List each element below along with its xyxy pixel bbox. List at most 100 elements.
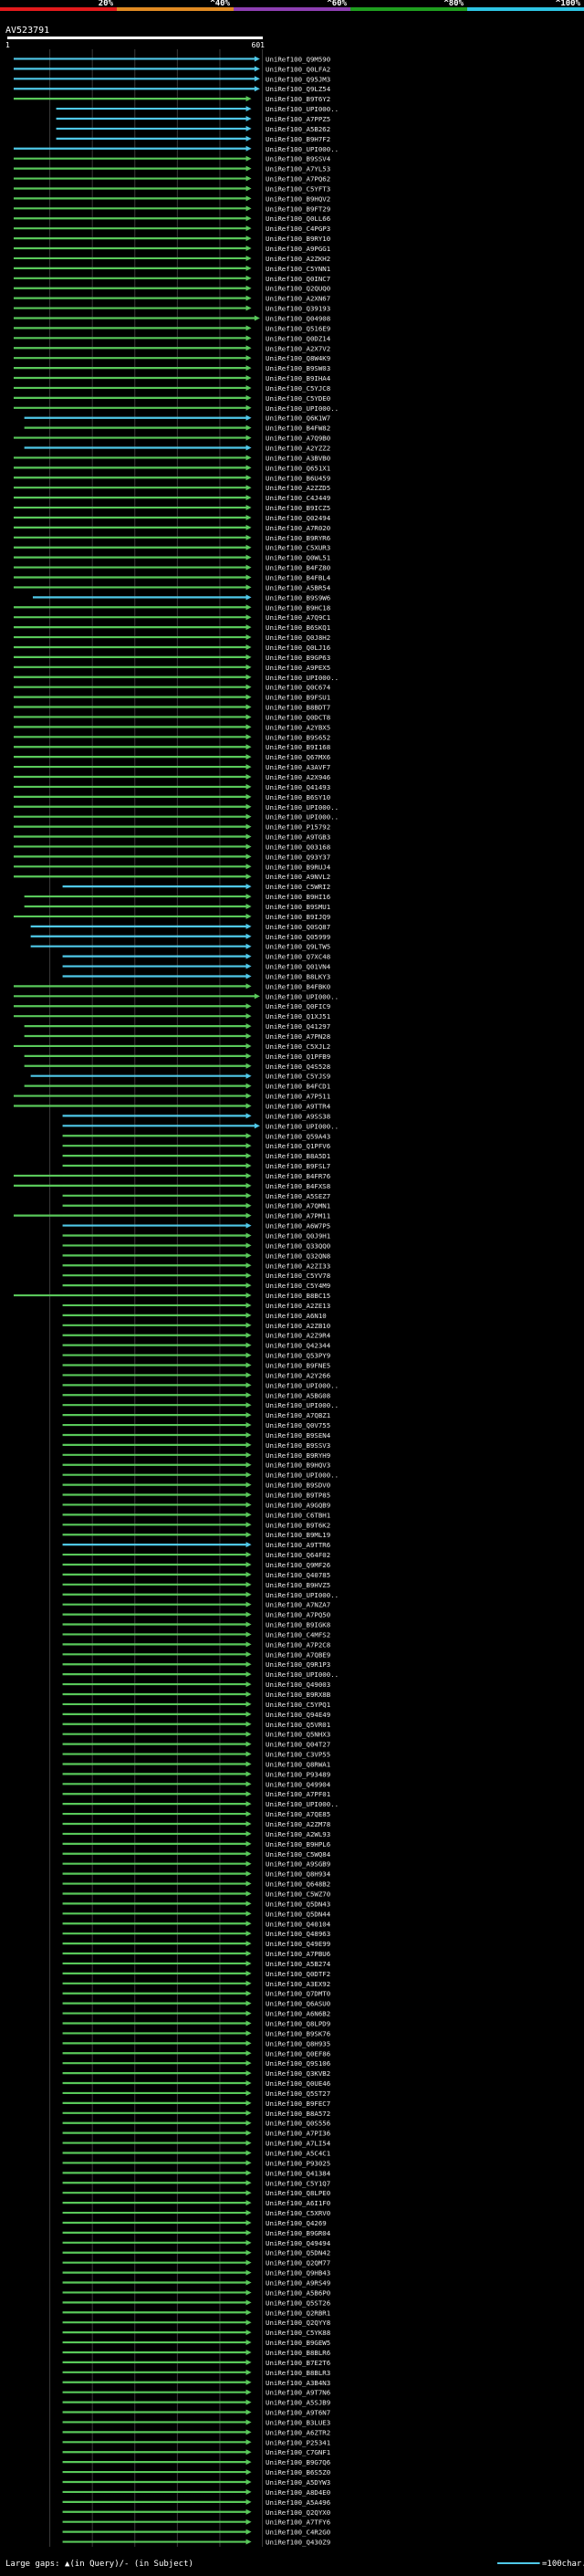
hit-label[interactable]: UniRef100_Q4S528	[266, 1063, 330, 1071]
hit-label[interactable]: UniRef100_A7PBU6	[266, 1950, 330, 1958]
hit-label[interactable]: UniRef100_Q0LFA2	[266, 65, 330, 73]
hit-label[interactable]: UniRef100_B9SMU1	[266, 903, 330, 911]
hit-label[interactable]: UniRef100_B9IGK8	[266, 1621, 330, 1629]
hit-label[interactable]: UniRef100_Q40785	[266, 1571, 330, 1579]
hit-label[interactable]: UniRef100_C5YNN1	[266, 265, 330, 273]
hit-label[interactable]: UniRef100_Q95JM3	[266, 75, 330, 83]
hit-label[interactable]: UniRef100_B9GR04	[266, 2229, 331, 2237]
hit-label[interactable]: UniRef100_UPI000..	[266, 1591, 339, 1599]
hit-label[interactable]: UniRef100_C6TBH1	[266, 1511, 330, 1519]
hit-label[interactable]: UniRef100_B9HQV3	[266, 1461, 330, 1470]
hit-label[interactable]: UniRef100_A6W7P5	[266, 1222, 330, 1230]
hit-label[interactable]: UniRef100_A5BG08	[266, 1391, 330, 1399]
hit-label[interactable]: UniRef100_Q8RWA1	[266, 1760, 330, 1768]
hit-label[interactable]: UniRef100_A3BVB0	[266, 454, 330, 462]
hit-label[interactable]: UniRef100_Q49003	[266, 1681, 330, 1689]
hit-label[interactable]: UniRef100_A2ZM78	[266, 1820, 330, 1828]
hit-label[interactable]: UniRef100_A5B274	[266, 1960, 331, 1968]
hit-label[interactable]: UniRef100_B9SDV0	[266, 1482, 330, 1490]
hit-label[interactable]: UniRef100_A2WL93	[266, 1830, 330, 1838]
hit-label[interactable]: UniRef100_Q0J8H2	[266, 634, 330, 642]
hit-label[interactable]: UniRef100_Q651X1	[266, 464, 330, 472]
hit-label[interactable]: UniRef100_B4FCD1	[266, 1083, 330, 1091]
hit-label[interactable]: UniRef100_Q8LPE0	[266, 2189, 330, 2197]
hit-label[interactable]: UniRef100_A3B4N3	[266, 2379, 330, 2387]
hit-label[interactable]: UniRef100_A7Q9B0	[266, 435, 330, 443]
hit-label[interactable]: UniRef100_A2Y266	[266, 1371, 330, 1379]
hit-label[interactable]: UniRef100_A8D4E0	[266, 2488, 330, 2497]
hit-label[interactable]: UniRef100_Q0SQ87	[266, 923, 330, 931]
hit-label[interactable]: UniRef100_UPI000..	[266, 1381, 339, 1389]
hit-label[interactable]: UniRef100_A9T6N7	[266, 2409, 330, 2417]
hit-label[interactable]: UniRef100_A2YZZ2	[266, 444, 330, 452]
hit-label[interactable]: UniRef100_Q05999	[266, 933, 330, 941]
hit-label[interactable]: UniRef100_UPI000..	[266, 105, 339, 113]
hit-label[interactable]: UniRef100_A2YBX5	[266, 723, 330, 731]
hit-label[interactable]: UniRef100_B9SW03	[266, 364, 330, 372]
hit-label[interactable]: UniRef100_UPI000..	[266, 1670, 339, 1679]
hit-label[interactable]: UniRef100_A9T7N6	[266, 2389, 330, 2397]
hit-label[interactable]: UniRef100_B7E2T6	[266, 2359, 330, 2367]
hit-label[interactable]: UniRef100_Q5NHX3	[266, 1731, 330, 1739]
hit-label[interactable]: UniRef100_Q9HB43	[266, 2269, 330, 2278]
hit-label[interactable]: UniRef100_Q430Z9	[266, 2539, 330, 2547]
hit-label[interactable]: UniRef100_UPI000..	[266, 992, 339, 1000]
hit-label[interactable]: UniRef100_B9RY10	[266, 235, 330, 243]
hit-label[interactable]: UniRef100_B9ML19	[266, 1531, 330, 1539]
hit-label[interactable]: UniRef100_C5YJC8	[266, 384, 330, 393]
hit-label[interactable]: UniRef100_Q04908	[266, 314, 330, 322]
hit-label[interactable]: UniRef100_A2ZB10	[266, 1322, 330, 1330]
hit-label[interactable]: UniRef100_A6I1F0	[266, 2199, 330, 2207]
hit-label[interactable]: UniRef100_Q9R1P3	[266, 1660, 330, 1669]
hit-label[interactable]: UniRef100_B9H7F2	[266, 135, 330, 143]
hit-label[interactable]: UniRef100_A2ZE13	[266, 1302, 330, 1310]
hit-label[interactable]: UniRef100_B9RYH9	[266, 1451, 330, 1460]
hit-label[interactable]: UniRef100_A9GQB9	[266, 1501, 330, 1509]
hit-label[interactable]: UniRef100_Q7XC48	[266, 953, 330, 961]
hit-label[interactable]: UniRef100_Q0LL66	[266, 215, 330, 223]
hit-label[interactable]: UniRef100_Q0DTF2	[266, 1970, 330, 1978]
hit-label[interactable]: UniRef100_A9SS38	[266, 1112, 330, 1120]
hit-label[interactable]: UniRef100_Q53PY9	[266, 1352, 330, 1360]
hit-label[interactable]: UniRef100_B9ICZ5	[266, 504, 330, 512]
hit-label[interactable]: UniRef100_UPI000..	[266, 404, 339, 413]
hit-label[interactable]: UniRef100_C5YPQ1	[266, 1701, 330, 1709]
hit-label[interactable]: UniRef100_B9FSL7	[266, 1162, 330, 1170]
hit-label[interactable]: UniRef100_B9FT29	[266, 204, 330, 213]
hit-label[interactable]: UniRef100_A5A496	[266, 2498, 330, 2507]
hit-label[interactable]: UniRef100_B9HI16	[266, 893, 330, 901]
hit-label[interactable]: UniRef100_Q8LPD9	[266, 2019, 330, 2027]
hit-label[interactable]: UniRef100_Q93Y37	[266, 853, 330, 861]
hit-label[interactable]: UniRef100_C4MFS2	[266, 1630, 330, 1639]
hit-label[interactable]: UniRef100_A2ZZD5	[266, 484, 330, 492]
hit-label[interactable]: UniRef100_UPI000..	[266, 813, 339, 822]
hit-label[interactable]: UniRef100_UPI000..	[266, 1122, 339, 1130]
hit-label[interactable]: UniRef100_C5WZ70	[266, 1890, 330, 1898]
hit-label[interactable]: UniRef100_B9FSU1	[266, 694, 330, 702]
hit-label[interactable]: UniRef100_Q0J9H1	[266, 1231, 330, 1240]
hit-label[interactable]: UniRef100_A5BR54	[266, 583, 331, 592]
hit-label[interactable]: UniRef100_B9HVZ5	[266, 1581, 330, 1589]
hit-label[interactable]: UniRef100_B8BLR6	[266, 2349, 330, 2357]
hit-label[interactable]: UniRef100_Q516E9	[266, 324, 330, 332]
hit-label[interactable]: UniRef100_Q2RBR1	[266, 2309, 330, 2317]
hit-label[interactable]: UniRef100_Q2QYX0	[266, 2508, 330, 2517]
hit-label[interactable]: UniRef100_B6S5Z0	[266, 2468, 330, 2477]
hit-label[interactable]: UniRef100_Q2QYY8	[266, 2319, 330, 2327]
hit-label[interactable]: UniRef100_C4R2G0	[266, 2529, 330, 2537]
hit-label[interactable]: UniRef100_A7PI36	[266, 2130, 330, 2138]
hit-label[interactable]: UniRef100_Q8W4K9	[266, 354, 330, 362]
hit-label[interactable]: UniRef100_Q0INC7	[266, 275, 330, 283]
hit-label[interactable]: UniRef100_B9T6Y2	[266, 95, 330, 103]
hit-label[interactable]: UniRef100_Q2QUQ0	[266, 285, 330, 293]
hit-label[interactable]: UniRef100_Q9M590	[266, 55, 330, 63]
hit-label[interactable]: UniRef100_Q3KVB2	[266, 2069, 330, 2078]
hit-label[interactable]: UniRef100_A7P2C8	[266, 1640, 330, 1649]
hit-label[interactable]: UniRef100_B8A5D1	[266, 1152, 330, 1160]
hit-label[interactable]: UniRef100_Q9S106	[266, 2059, 330, 2068]
hit-label[interactable]: UniRef100_A2ZI33	[266, 1262, 330, 1270]
hit-label[interactable]: UniRef100_A5B262	[266, 125, 330, 133]
hit-label[interactable]: UniRef100_C5Y1Q7	[266, 2179, 330, 2187]
hit-label[interactable]: UniRef100_Q0V755	[266, 1421, 330, 1429]
hit-label[interactable]: UniRef100_A2X946	[266, 773, 330, 781]
